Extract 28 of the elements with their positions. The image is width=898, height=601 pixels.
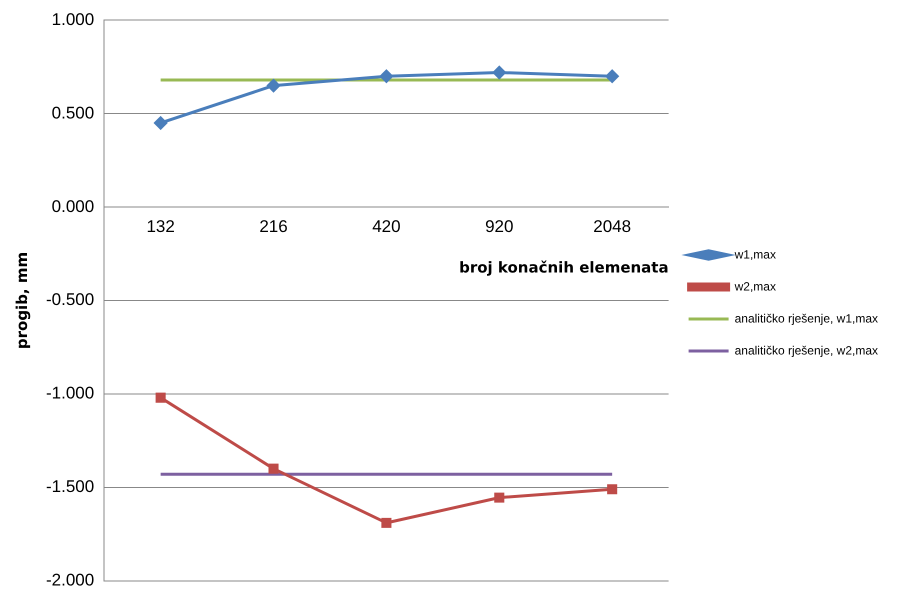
y-tick-label: 0.500	[52, 103, 94, 122]
x-tick-label: 920	[485, 216, 514, 236]
point	[494, 492, 504, 503]
legend-label: analitičko rješenje, w1,max	[734, 311, 878, 326]
y-tick-label: -1.500	[46, 477, 94, 496]
point	[154, 116, 168, 130]
legend-label: analitičko rješenje, w2,max	[734, 343, 878, 358]
y-tick-label: 0.000	[52, 196, 94, 216]
point	[267, 79, 280, 92]
y-tick-label: -2.000	[46, 570, 94, 590]
y-tick-label: 1.000	[52, 10, 94, 29]
point	[607, 484, 618, 494]
y-tick-label: -0.500	[46, 290, 94, 310]
x-tick-label: 420	[372, 216, 401, 236]
point	[606, 70, 619, 83]
x-axis-title: broj konačnih elemenata	[459, 258, 669, 276]
point	[268, 464, 279, 474]
x-tick-label: 2048	[593, 216, 632, 236]
y-axis-title: progib, mm	[12, 252, 31, 350]
x-tick-label: 132	[146, 216, 175, 236]
legend-label: w2,max	[734, 279, 776, 294]
point	[381, 518, 392, 528]
point	[380, 70, 393, 83]
point	[156, 392, 166, 403]
x-tick-label: 216	[259, 216, 288, 236]
point	[492, 66, 506, 80]
y-tick-label: -1.000	[46, 384, 94, 403]
legend-label: w1,max	[734, 247, 776, 262]
